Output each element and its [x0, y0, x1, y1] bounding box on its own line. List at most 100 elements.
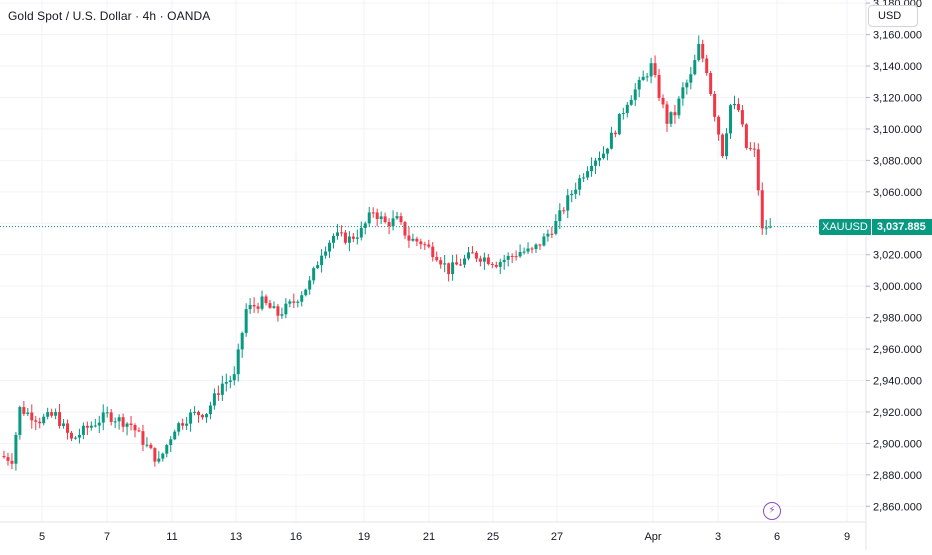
candle — [240, 331, 244, 358]
candle — [101, 404, 105, 431]
candle — [383, 212, 387, 224]
candle — [752, 142, 756, 157]
candle — [768, 218, 772, 229]
candle — [212, 388, 216, 410]
candle — [288, 299, 292, 308]
time-tick-label: 25 — [487, 531, 499, 543]
currency-button[interactable]: USD — [868, 5, 918, 27]
candle — [316, 261, 320, 270]
candle — [272, 301, 276, 309]
candle — [510, 253, 514, 264]
last-price-label: XAUUSD 3,037.885 — [819, 218, 932, 235]
candle — [18, 405, 22, 440]
candle — [598, 151, 601, 167]
candle — [153, 447, 157, 467]
candle — [415, 236, 419, 247]
price-axis[interactable]: 2,860.000 2,880.000 2,900.000 2,920.000 2,94… — [866, 0, 922, 513]
candle — [705, 54, 709, 76]
candle — [14, 431, 18, 471]
candle — [601, 146, 605, 160]
candle — [343, 230, 347, 245]
candle — [117, 414, 121, 430]
candle — [764, 219, 768, 235]
candle — [756, 143, 760, 196]
candle — [256, 302, 260, 314]
time-tick-label: 16 — [290, 531, 302, 543]
candle — [328, 240, 332, 259]
candle — [641, 70, 645, 81]
lightning-icon[interactable]: ⚡ — [763, 502, 781, 520]
price-tick-label: 3,020.000 — [873, 250, 922, 262]
candle — [538, 243, 542, 250]
candle — [697, 35, 701, 62]
candle — [308, 275, 312, 295]
candle — [10, 453, 14, 470]
candle — [26, 407, 30, 417]
candle — [69, 430, 73, 442]
candle — [463, 254, 467, 268]
candle — [169, 436, 173, 453]
candle — [474, 250, 478, 262]
candle — [629, 95, 633, 106]
candle — [395, 211, 399, 220]
candle — [494, 261, 498, 269]
candle — [30, 404, 34, 429]
candle — [50, 408, 54, 418]
candle — [609, 126, 613, 150]
candle — [590, 157, 594, 177]
candle — [46, 407, 50, 420]
candle — [197, 410, 201, 423]
candle — [137, 427, 141, 433]
candle — [546, 229, 550, 242]
candle — [244, 303, 248, 337]
candle — [534, 243, 538, 253]
candle — [304, 288, 308, 297]
time-tick-label: Apr — [644, 531, 661, 543]
candle — [248, 298, 252, 314]
candle — [645, 73, 649, 82]
candle — [605, 147, 609, 161]
candle — [665, 101, 669, 132]
candle — [435, 251, 439, 262]
candle — [355, 229, 359, 245]
candle — [391, 210, 395, 231]
candle — [280, 307, 284, 319]
candle — [73, 436, 77, 440]
candle — [193, 406, 197, 416]
candle — [77, 428, 81, 444]
candle — [320, 249, 324, 273]
candle — [165, 443, 169, 458]
price-tick-label: 2,940.000 — [873, 375, 922, 387]
candle — [748, 142, 752, 151]
time-tick-label: 5 — [39, 531, 45, 543]
candle — [363, 221, 367, 235]
candle — [335, 224, 339, 240]
candle — [208, 401, 212, 420]
candle — [113, 417, 117, 429]
candle — [486, 253, 490, 266]
price-tick-label: 2,920.000 — [873, 407, 922, 419]
candle — [522, 247, 526, 255]
price-tick-label: 2,900.000 — [873, 438, 922, 450]
candle — [447, 262, 451, 282]
candle — [661, 94, 665, 109]
candle — [725, 127, 729, 160]
time-axis[interactable]: 5 7 11 13 16 19 21 25 27 Apr 3 6 9 — [39, 531, 850, 543]
candle — [498, 258, 502, 275]
candle — [542, 233, 546, 247]
candle — [141, 424, 145, 452]
candle — [709, 70, 713, 96]
candle — [514, 250, 518, 261]
candle — [62, 418, 66, 429]
candle — [133, 423, 137, 438]
candle — [451, 254, 455, 281]
candle — [66, 419, 70, 440]
price-tick-label: 3,060.000 — [873, 187, 922, 199]
candle — [431, 242, 435, 262]
candle — [201, 413, 204, 420]
candle — [129, 415, 133, 431]
candle — [371, 207, 375, 218]
candle — [284, 298, 288, 319]
